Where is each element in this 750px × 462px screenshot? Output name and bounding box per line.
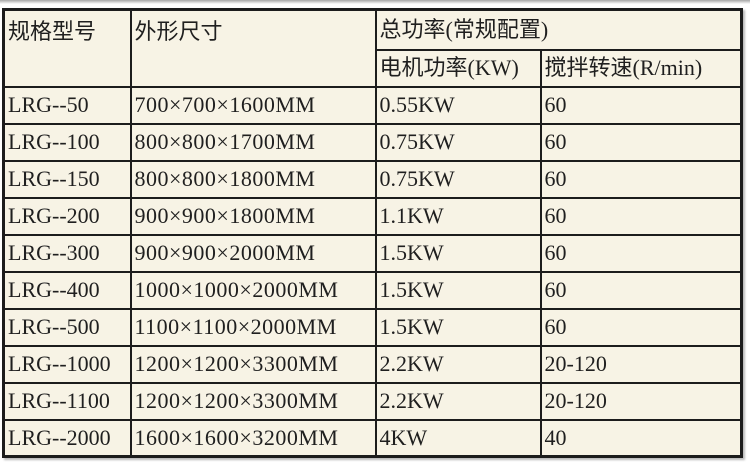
cell-speed: 60 [539,122,743,162]
cell-model: LRG--100 [2,122,132,162]
header-total-power: 总功率(常规配置) [374,8,743,51]
cell-motor-power: 1.5KW [374,270,542,310]
cell-speed: 40 [539,418,743,458]
cell-speed: 20-120 [539,344,743,384]
table-row: LRG--1100 1200×1200×3300MM 2.2KW 20-120 [2,381,743,421]
cell-speed: 60 [539,307,743,347]
table-row: LRG--1000 1200×1200×3300MM 2.2KW 20-120 [2,344,743,384]
cell-dimensions: 1100×1100×2000MM [129,307,377,347]
spec-table-head: 规格型号 外形尺寸 总功率(常规配置) 电机功率(KW) 搅拌转速(R/min) [2,8,743,88]
header-dimensions: 外形尺寸 [129,8,377,88]
cell-model: LRG--150 [2,159,132,199]
cell-model: LRG--1100 [2,381,132,421]
cell-motor-power: 1.5KW [374,307,542,347]
table-row: LRG--50 700×700×1600MM 0.55KW 60 [2,85,743,125]
cell-speed: 20-120 [539,381,743,421]
cell-model: LRG--500 [2,307,132,347]
cell-model: LRG--2000 [2,418,132,458]
cell-dimensions: 800×800×1700MM [129,122,377,162]
table-row: LRG--2000 1600×1600×3200MM 4KW 40 [2,418,743,458]
cell-dimensions: 1200×1200×3300MM [129,381,377,421]
cell-model: LRG--50 [2,85,132,125]
spec-table: 规格型号 外形尺寸 总功率(常规配置) 电机功率(KW) 搅拌转速(R/min)… [2,8,743,458]
cell-dimensions: 700×700×1600MM [129,85,377,125]
cell-motor-power: 2.2KW [374,344,542,384]
cell-dimensions: 900×900×1800MM [129,196,377,236]
cell-dimensions: 1200×1200×3300MM [129,344,377,384]
header-speed: 搅拌转速(R/min) [539,48,743,88]
header-row-2: 电机功率(KW) 搅拌转速(R/min) [4,48,743,88]
spec-table-body: LRG--50 700×700×1600MM 0.55KW 60 LRG--100 800… [2,85,743,458]
table-row: LRG--150 800×800×1800MM 0.75KW 60 [2,159,743,199]
table-row: LRG--500 1100×1100×2000MM 1.5KW 60 [2,307,743,347]
cell-dimensions: 900×900×2000MM [129,233,377,273]
header-row-1: 规格型号 外形尺寸 总功率(常规配置) [2,8,743,88]
cell-model: LRG--1000 [2,344,132,384]
cell-model: LRG--400 [2,270,132,310]
table-row: LRG--400 1000×1000×2000MM 1.5KW 60 [2,270,743,310]
cell-speed: 60 [539,233,743,273]
header-model: 规格型号 [2,8,132,88]
cell-dimensions: 800×800×1800MM [129,159,377,199]
cell-speed: 60 [539,159,743,199]
cell-motor-power: 4KW [374,418,542,458]
cell-model: LRG--200 [2,196,132,236]
cell-motor-power: 0.75KW [374,159,542,199]
page-top-edge [0,0,750,4]
table-row: LRG--300 900×900×2000MM 1.5KW 60 [2,233,743,273]
header-motor-power: 电机功率(KW) [374,48,542,88]
cell-dimensions: 1000×1000×2000MM [129,270,377,310]
cell-speed: 60 [539,196,743,236]
cell-motor-power: 1.5KW [374,233,542,273]
cell-speed: 60 [539,270,743,310]
cell-dimensions: 1600×1600×3200MM [129,418,377,458]
table-row: LRG--200 900×900×1800MM 1.1KW 60 [2,196,743,236]
cell-motor-power: 0.55KW [374,85,542,125]
cell-motor-power: 2.2KW [374,381,542,421]
table-row: LRG--100 800×800×1700MM 0.75KW 60 [2,122,743,162]
cell-motor-power: 0.75KW [374,122,542,162]
cell-model: LRG--300 [2,233,132,273]
cell-motor-power: 1.1KW [374,196,542,236]
cell-speed: 60 [539,85,743,125]
